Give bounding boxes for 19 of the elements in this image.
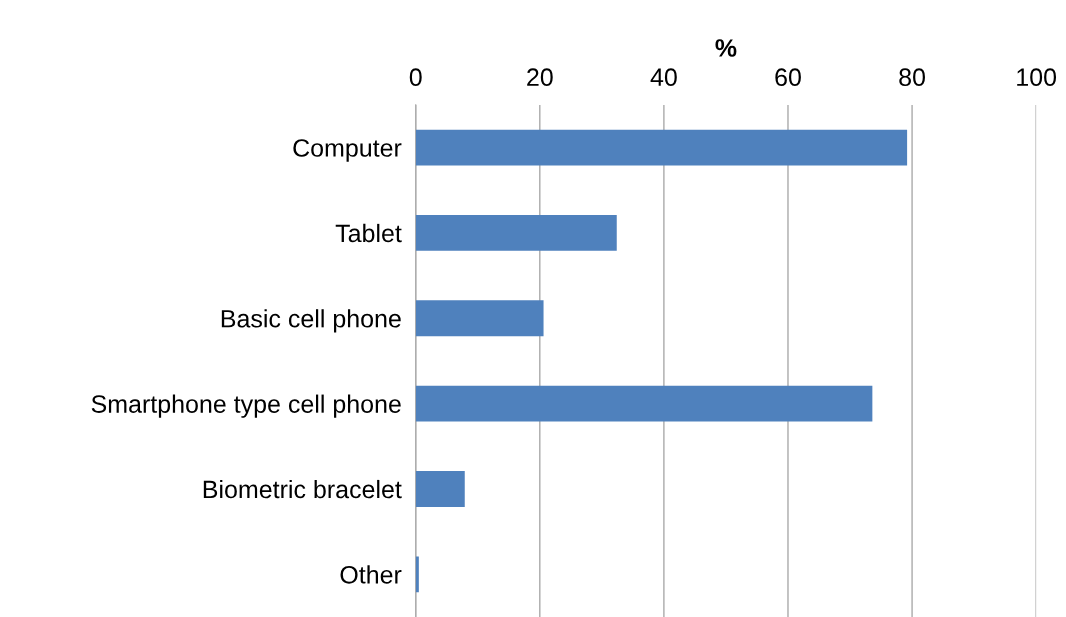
bar (415, 300, 544, 337)
y-tick-label: Tablet (335, 223, 402, 243)
x-tick-label: 20 (527, 68, 553, 87)
bar (415, 556, 419, 593)
x-tick-label: 60 (775, 68, 801, 87)
x-axis-title: % (715, 39, 737, 57)
y-tick-label: Smartphone type cell phone (91, 394, 401, 418)
x-tick-label: 40 (650, 68, 677, 87)
x-tick-label: 100 (1017, 68, 1057, 87)
x-tick-label: 80 (899, 68, 925, 87)
y-tick-label: Basic cell phone (221, 309, 401, 333)
y-tick-label: Other (340, 565, 402, 584)
y-tick-label: Computer (293, 139, 402, 162)
bar (415, 214, 617, 251)
bar (415, 471, 465, 507)
bar (415, 385, 873, 422)
y-tick-label: Biometric bracelet (203, 479, 402, 499)
x-tick-label: 0 (409, 68, 422, 87)
bar (415, 129, 908, 166)
